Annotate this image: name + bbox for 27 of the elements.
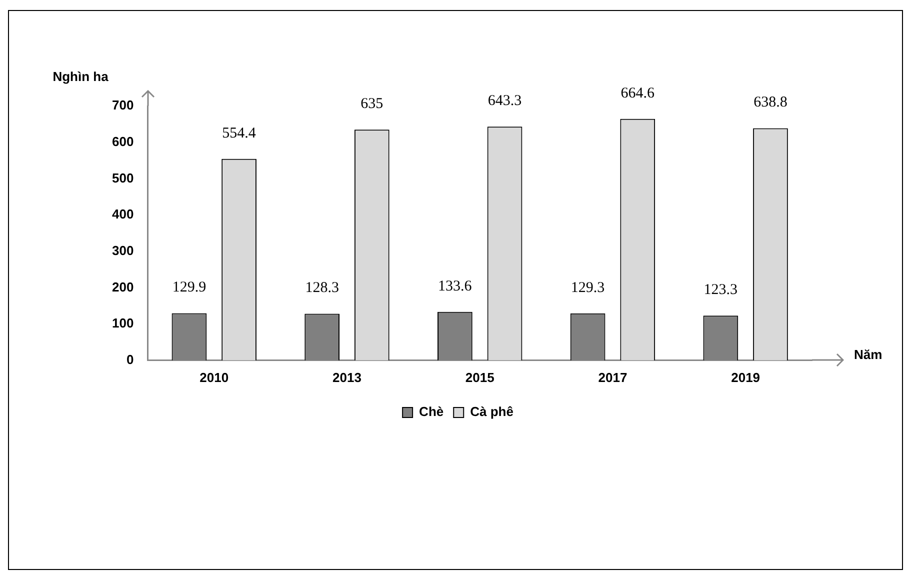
legend-label: Cà phê	[470, 404, 514, 420]
data-label: 129.3	[570, 280, 605, 296]
y-tick-label: 300	[112, 242, 134, 258]
data-label: 129.9	[172, 280, 206, 296]
x-tick-label: 2017	[598, 370, 628, 385]
data-label: 664.6	[620, 85, 655, 102]
y-tick-label: 600	[112, 134, 134, 149]
data-label: 638.8	[754, 94, 788, 111]
x-tick-label: 2010	[200, 370, 229, 385]
x-tick-label: 2019	[731, 370, 760, 385]
data-label: 133.6	[438, 278, 472, 294]
x-tick-label: 2015	[465, 370, 494, 385]
legend-label: Chè	[419, 404, 444, 420]
x-axis-title: Năm	[854, 346, 882, 362]
y-tick-label: 0	[126, 352, 134, 367]
data-label: 128.3	[305, 280, 339, 296]
data-label: 554.4	[222, 125, 256, 142]
y-tick-label: 200	[112, 279, 134, 294]
y-tick-label: 400	[112, 206, 134, 222]
data-label: 635	[360, 96, 384, 112]
y-tick-label: 500	[112, 170, 134, 186]
y-tick-label: 700	[112, 98, 134, 113]
y-tick-label: 100	[112, 316, 134, 331]
y-axis-title: Nghìn ha	[52, 69, 110, 84]
data-label: 643.3	[488, 93, 522, 110]
x-tick-label: 2013	[332, 370, 362, 385]
data-label: 123.3	[704, 282, 738, 298]
